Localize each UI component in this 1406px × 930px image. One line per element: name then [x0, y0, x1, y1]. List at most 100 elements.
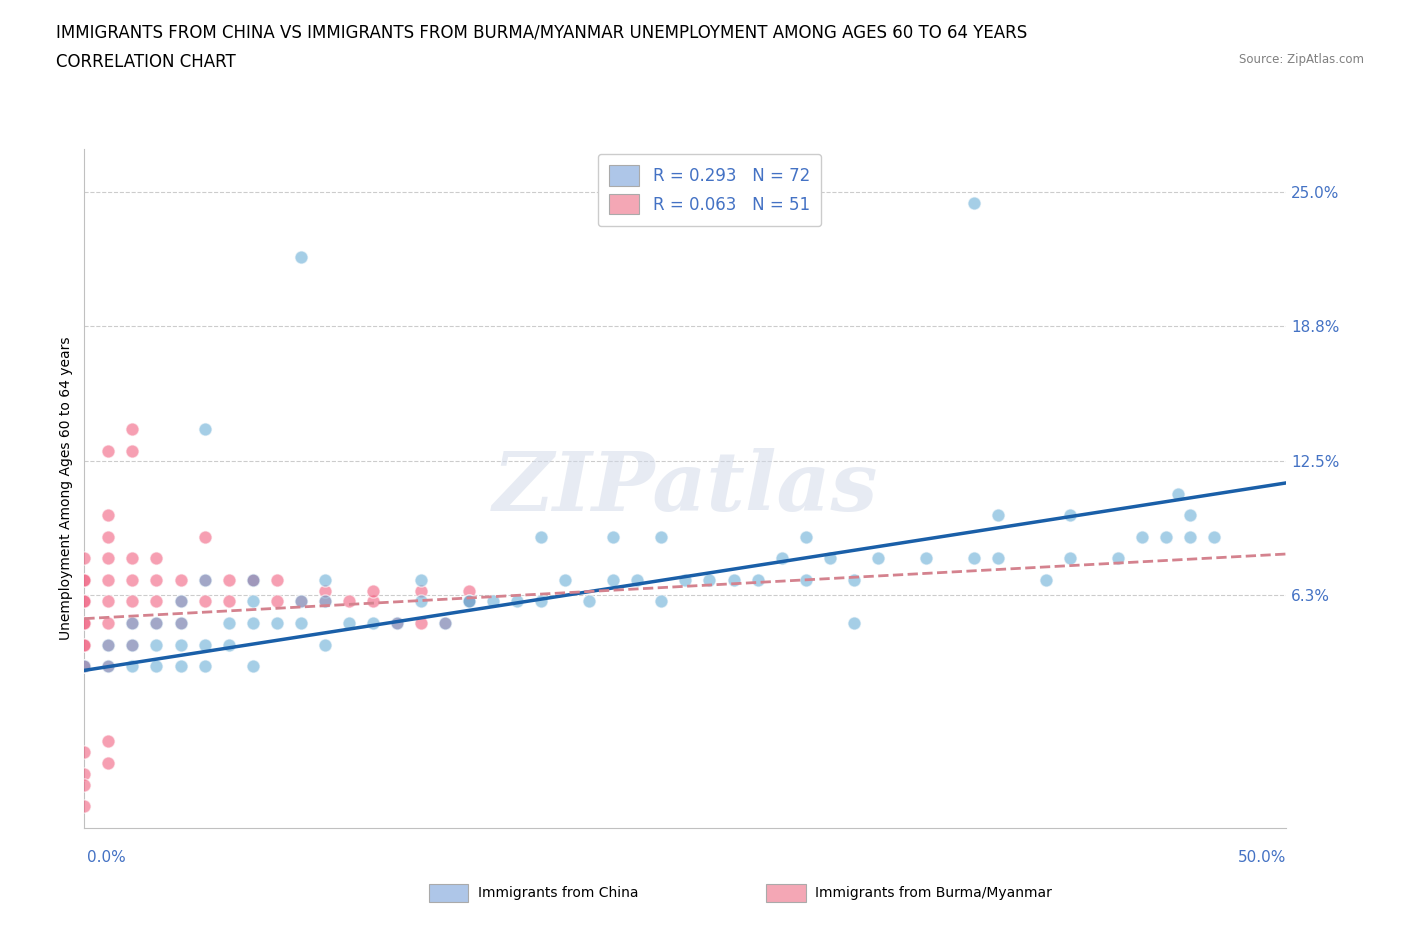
- Point: [409, 594, 432, 609]
- Point: [169, 594, 191, 609]
- Point: [169, 616, 191, 631]
- Point: [987, 551, 1010, 565]
- Point: [1035, 572, 1057, 587]
- Point: [121, 443, 143, 458]
- Text: 50.0%: 50.0%: [1239, 850, 1286, 865]
- Point: [121, 616, 143, 631]
- Point: [121, 572, 143, 587]
- Point: [242, 572, 264, 587]
- Point: [290, 249, 312, 264]
- Text: IMMIGRANTS FROM CHINA VS IMMIGRANTS FROM BURMA/MYANMAR UNEMPLOYMENT AMONG AGES 6: IMMIGRANTS FROM CHINA VS IMMIGRANTS FROM…: [56, 23, 1028, 41]
- Point: [194, 572, 217, 587]
- Point: [169, 658, 191, 673]
- Point: [409, 572, 432, 587]
- Point: [242, 658, 264, 673]
- Point: [242, 594, 264, 609]
- Point: [121, 594, 143, 609]
- Text: CORRELATION CHART: CORRELATION CHART: [56, 53, 236, 71]
- Point: [1180, 508, 1202, 523]
- Point: [1130, 529, 1153, 544]
- Point: [1107, 551, 1129, 565]
- Point: [73, 637, 96, 652]
- Point: [290, 594, 312, 609]
- Point: [385, 616, 408, 631]
- Point: [1059, 508, 1081, 523]
- Point: [650, 594, 672, 609]
- Point: [842, 616, 865, 631]
- Point: [121, 616, 143, 631]
- Point: [458, 594, 481, 609]
- Point: [169, 637, 191, 652]
- Point: [242, 572, 264, 587]
- Point: [385, 616, 408, 631]
- Point: [314, 594, 336, 609]
- Point: [194, 594, 217, 609]
- Point: [963, 551, 986, 565]
- Point: [73, 766, 96, 781]
- Point: [194, 421, 217, 436]
- Point: [1167, 486, 1189, 501]
- Point: [458, 583, 481, 598]
- Point: [266, 572, 288, 587]
- Point: [578, 594, 600, 609]
- Point: [361, 583, 384, 598]
- Point: [73, 799, 96, 814]
- Point: [987, 508, 1010, 523]
- Point: [145, 616, 167, 631]
- Point: [97, 637, 120, 652]
- Point: [73, 658, 96, 673]
- Point: [626, 572, 648, 587]
- Point: [434, 616, 457, 631]
- Point: [73, 777, 96, 792]
- Point: [97, 637, 120, 652]
- Point: [842, 572, 865, 587]
- Point: [818, 551, 841, 565]
- Point: [121, 551, 143, 565]
- Point: [1156, 529, 1178, 544]
- Point: [97, 551, 120, 565]
- Point: [73, 637, 96, 652]
- Point: [121, 421, 143, 436]
- Point: [97, 734, 120, 749]
- Point: [145, 616, 167, 631]
- Point: [266, 616, 288, 631]
- Point: [242, 616, 264, 631]
- Point: [73, 658, 96, 673]
- Point: [145, 572, 167, 587]
- Point: [409, 616, 432, 631]
- Point: [97, 508, 120, 523]
- Point: [73, 551, 96, 565]
- Point: [145, 594, 167, 609]
- Point: [73, 594, 96, 609]
- Point: [169, 616, 191, 631]
- Point: [97, 755, 120, 770]
- Point: [699, 572, 721, 587]
- Point: [194, 572, 217, 587]
- Point: [194, 658, 217, 673]
- Point: [121, 637, 143, 652]
- Point: [73, 594, 96, 609]
- Point: [314, 572, 336, 587]
- Point: [530, 594, 553, 609]
- Point: [602, 529, 624, 544]
- Point: [915, 551, 938, 565]
- Point: [218, 594, 240, 609]
- Point: [1059, 551, 1081, 565]
- Text: Immigrants from Burma/Myanmar: Immigrants from Burma/Myanmar: [815, 885, 1052, 900]
- Point: [290, 616, 312, 631]
- Text: Source: ZipAtlas.com: Source: ZipAtlas.com: [1239, 53, 1364, 66]
- Point: [337, 594, 360, 609]
- Point: [97, 443, 120, 458]
- Point: [145, 551, 167, 565]
- Point: [482, 594, 505, 609]
- Point: [337, 616, 360, 631]
- Point: [97, 616, 120, 631]
- Point: [73, 616, 96, 631]
- Point: [963, 195, 986, 210]
- Text: ZIPatlas: ZIPatlas: [492, 448, 879, 528]
- Point: [97, 572, 120, 587]
- Point: [458, 594, 481, 609]
- Point: [554, 572, 576, 587]
- Point: [194, 529, 217, 544]
- Point: [1180, 529, 1202, 544]
